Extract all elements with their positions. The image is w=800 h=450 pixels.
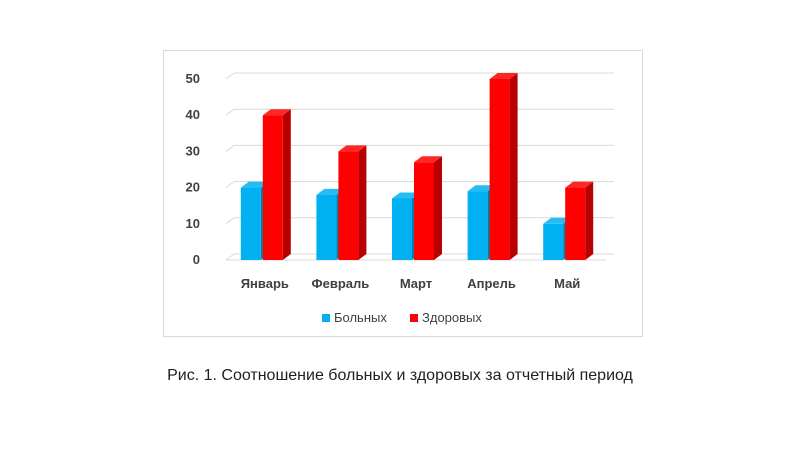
bar-top	[316, 188, 345, 195]
x-category-label: Февраль	[312, 276, 370, 291]
bar-top	[392, 192, 420, 199]
bar-top	[543, 217, 572, 224]
x-axis-categories: Январь Февраль Март Апрель Май	[241, 276, 581, 291]
gridline-depth	[225, 145, 235, 152]
x-category-label: Апрель	[467, 276, 516, 291]
bar-healthy	[489, 73, 518, 260]
y-axis-ticks: 0 10 20 30 40 50	[186, 71, 200, 267]
legend-swatch	[410, 314, 418, 322]
bar-healthy	[262, 109, 291, 260]
y-tick-label: 10	[186, 216, 200, 231]
y-tick-label: 50	[186, 71, 200, 86]
bar-top	[565, 181, 594, 188]
bar-side	[358, 145, 367, 260]
bar-front	[565, 187, 586, 260]
y-tick-label: 30	[186, 143, 200, 158]
x-category-label: Март	[400, 276, 432, 291]
bar-top	[240, 181, 269, 188]
bar-healthy	[565, 181, 594, 260]
chart-container: 0 10 20 30 40 50 Январь Февраль Март Апрель Май Б…	[163, 50, 643, 337]
bar-side	[434, 156, 442, 260]
bar-side	[509, 73, 518, 260]
bar-front	[240, 187, 261, 260]
bar-front	[489, 79, 510, 260]
bar-front	[262, 115, 283, 260]
bar-top	[338, 145, 367, 152]
bar-front	[338, 151, 359, 260]
gridline-depth	[225, 181, 235, 189]
figure-caption: Рис. 1. Соотношение больных и здоровых з…	[167, 367, 633, 384]
legend-label: Здоровых	[422, 310, 482, 325]
bar-front	[414, 162, 434, 260]
y-tick-label: 0	[193, 252, 200, 267]
bar-side	[585, 181, 594, 260]
bar-front	[392, 198, 412, 260]
bar-healthy	[338, 145, 367, 260]
bars	[240, 73, 594, 260]
gridline-depth	[225, 108, 235, 116]
bar-chart: 0 10 20 30 40 50 Январь Февраль Март Апрель Май Б…	[186, 71, 614, 325]
gridline-depth	[225, 72, 235, 80]
legend-label: Больных	[334, 310, 387, 325]
gridline-depth	[225, 253, 235, 261]
bar-side	[282, 109, 291, 260]
bar-healthy	[414, 156, 442, 260]
y-tick-label: 20	[186, 180, 200, 195]
bar-top	[467, 185, 496, 192]
bar-top	[262, 109, 291, 116]
x-category-label: Май	[554, 276, 580, 291]
y-tick-label: 40	[186, 107, 200, 122]
bar-front	[543, 223, 564, 260]
legend: Больных Здоровых	[322, 310, 482, 325]
bar-top	[489, 73, 518, 79]
bar-front	[467, 191, 488, 260]
bar-front	[316, 194, 337, 260]
x-category-label: Январь	[241, 276, 289, 291]
gridline-depth	[225, 217, 235, 225]
legend-swatch	[322, 314, 330, 322]
bar-top	[414, 156, 442, 163]
